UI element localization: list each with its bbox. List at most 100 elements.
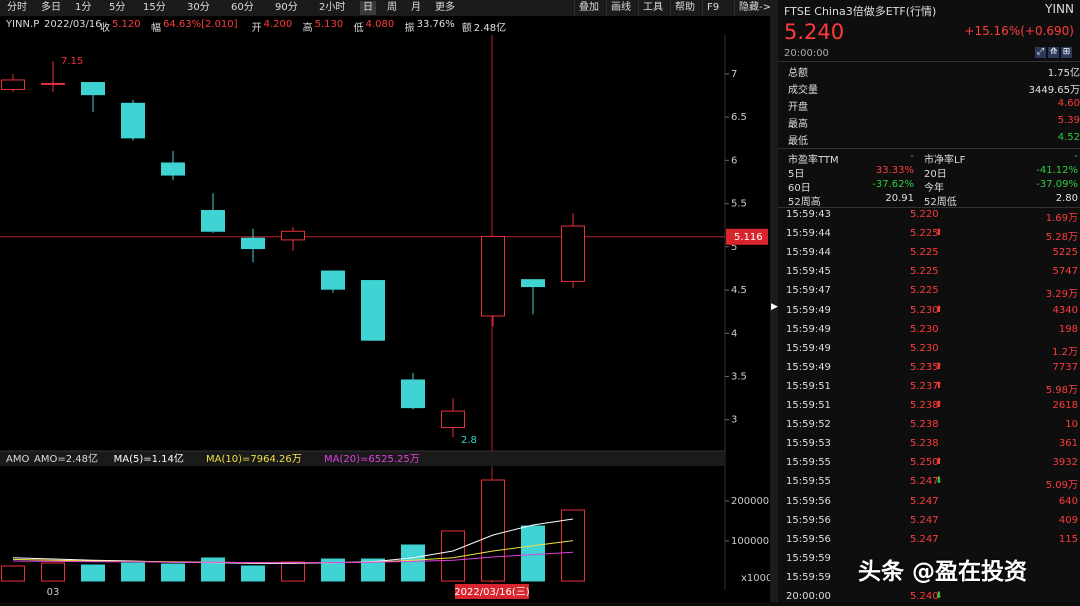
candle-body (41, 82, 65, 85)
volume-bar (281, 561, 305, 582)
ma-line (12, 518, 574, 564)
trade-arrow: ⬆ (935, 228, 943, 239)
volume-title: AMO (6, 454, 29, 465)
quote-price: 5.240 (784, 20, 845, 44)
trade-time: 15:59:55 (786, 476, 831, 488)
period-button[interactable]: 日 (360, 1, 376, 15)
trade-volume: 1.2万 (1052, 346, 1078, 358)
trade-price: 5.247 (910, 533, 939, 545)
trade-time: 15:59:49 (786, 342, 831, 354)
trade-time: 15:59:59 (786, 571, 831, 583)
trade-time: 20:00:00 (786, 591, 831, 602)
info-value: 64.63%[2.010] (163, 19, 238, 30)
volume-bar (521, 525, 545, 582)
trade-volume: 7737 (1052, 361, 1078, 373)
trade-volume: 5225 (1052, 247, 1078, 259)
y-tick-label: 5.5 (731, 199, 747, 210)
expand-arrow[interactable]: ▶ (771, 302, 778, 312)
trade-price: 5.238 (910, 400, 939, 411)
trade-volume: 5.09万 (1045, 480, 1078, 492)
trade-price: 5.235 (910, 361, 939, 373)
ratio-label: 52周高 (788, 197, 821, 208)
stat-label: 开盘 (788, 102, 808, 113)
volume-bar (561, 509, 585, 582)
period-button[interactable]: 90分 (275, 2, 298, 13)
trade-price: 5.250 (910, 457, 939, 469)
trade-time: 15:59:55 (786, 457, 831, 469)
tool-button[interactable]: F9 (702, 1, 723, 15)
info-value: 4.080 (365, 19, 395, 30)
info-value: 2.48亿 (473, 23, 507, 34)
period-button[interactable]: 15分 (143, 2, 166, 13)
tool-icon[interactable]: ⊞ (1061, 47, 1072, 58)
tool-icon[interactable]: ⟰ (1048, 47, 1059, 58)
period-button[interactable]: 更多 (435, 2, 455, 13)
trade-arrow: ⬇ (935, 591, 943, 601)
candle-body (561, 225, 585, 282)
trade-volume: 361 (1058, 438, 1078, 450)
trade-price: 5.238 (910, 438, 939, 450)
tool-button[interactable]: 隐藏-> (734, 1, 775, 15)
divider (778, 148, 1080, 149)
period-button[interactable]: 1分 (75, 2, 92, 13)
symbol: YINN.P (6, 19, 40, 30)
volume-bar (161, 563, 185, 582)
trade-price: 5.225 (910, 285, 939, 297)
tool-icon[interactable]: ⤢ (1035, 47, 1046, 58)
period-button[interactable]: 30分 (187, 2, 210, 13)
period-button[interactable]: 2小时 (319, 2, 346, 13)
tool-button[interactable]: 叠加 (574, 1, 603, 15)
y-tick-label: 3 (731, 415, 737, 426)
candle-body (241, 237, 265, 250)
trade-volume: 3.29万 (1045, 289, 1078, 301)
x-tick-label: 03 (47, 587, 60, 598)
trade-volume: 10 (1065, 419, 1078, 431)
trade-time: 15:59:49 (786, 304, 831, 316)
stat-label: 总额 (788, 68, 808, 79)
stat-label: 最高 (788, 119, 808, 130)
period-button[interactable]: 分时 (7, 2, 27, 13)
candle-body (401, 379, 425, 409)
tool-button[interactable]: 帮助 (670, 1, 699, 15)
volume-bar (401, 544, 425, 582)
trade-price: 5.247 (910, 514, 939, 526)
period-button[interactable]: 月 (411, 2, 421, 13)
candle-body (81, 82, 105, 96)
period-button[interactable]: 5分 (109, 2, 126, 13)
trade-price: 5.238 (910, 419, 939, 431)
y-tick-label: 5 (731, 242, 737, 253)
trade-volume: 3932 (1052, 457, 1078, 469)
trade-time: 15:59:44 (786, 228, 831, 240)
trade-volume: 4340 (1052, 304, 1078, 316)
trade-time: 15:59:51 (786, 380, 831, 392)
trade-volume: 5.98万 (1045, 384, 1078, 396)
date-tag (455, 584, 529, 599)
ratio-label: 52周低 (924, 197, 957, 208)
period-button[interactable]: 多日 (41, 2, 61, 13)
period-button[interactable]: 60分 (231, 2, 254, 13)
ratio-value: - (910, 151, 914, 162)
trade-time: 15:59:45 (786, 266, 831, 278)
tool-button[interactable]: 工具 (638, 1, 667, 15)
trade-arrow: ⬆ (935, 457, 943, 468)
ma-line (12, 551, 574, 564)
candle-body (121, 102, 145, 139)
ratio-value: 33.33% (875, 165, 914, 176)
trade-time: 15:59:56 (786, 514, 831, 526)
legend-entry: MA(10)=7964.26万 (206, 454, 302, 465)
ratio-value: -37.62% (872, 179, 914, 190)
trade-arrow: ⬆ (935, 380, 943, 391)
max-label: 7.15 (61, 56, 83, 67)
tool-button[interactable]: 画线 (606, 1, 635, 15)
stat-label: 最低 (788, 136, 808, 147)
info-value: 5.130 (314, 19, 344, 30)
ratio-label: 市净率LF (924, 155, 966, 166)
trade-time: 15:59:53 (786, 438, 831, 450)
crosshair-value: 5.116 (734, 232, 763, 243)
trade-time: 15:59:49 (786, 361, 831, 373)
trade-time: 15:59:51 (786, 400, 831, 411)
trade-price: 5.230 (910, 323, 939, 335)
splitter[interactable]: ▶ (770, 0, 778, 602)
period-button[interactable]: 周 (387, 2, 397, 13)
